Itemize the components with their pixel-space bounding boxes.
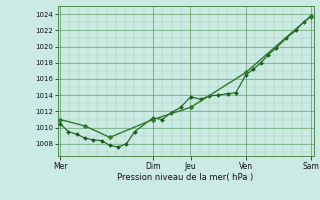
X-axis label: Pression niveau de la mer( hPa ): Pression niveau de la mer( hPa ) bbox=[117, 173, 254, 182]
